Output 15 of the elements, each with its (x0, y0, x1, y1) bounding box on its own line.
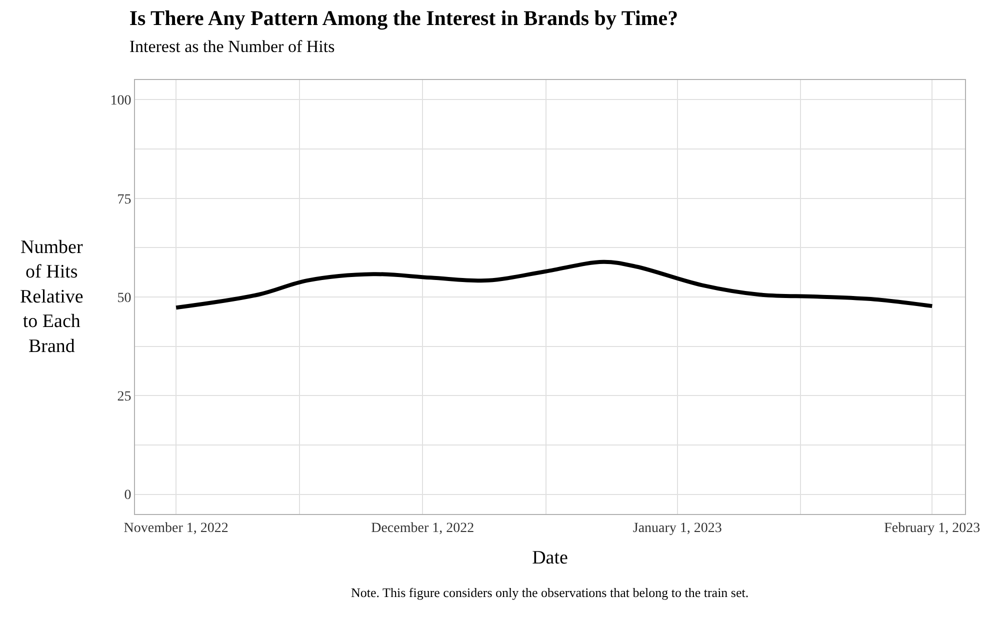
y-tick-label: 75 (117, 192, 132, 208)
y-tick-label: 50 (117, 290, 132, 306)
y-tick-label: 0 (124, 488, 132, 504)
x-tick-label: December 1, 2022 (371, 520, 474, 536)
y-tick-label: 100 (110, 94, 132, 109)
text: Note. This figure considers only the observations that belong to the train set. (351, 585, 749, 600)
chart-title: Is There Any Pattern Among the Interest in Brands by Time? (129, 6, 678, 30)
line-series (174, 260, 934, 310)
y-axis-title: Number of Hits Relative to Each Brand (20, 237, 84, 357)
x-axis-title: Date (532, 548, 568, 569)
chart-subtitle: Interest as the Number of Hits (129, 37, 335, 56)
x-tick-label: February 1, 2023 (884, 520, 980, 536)
y-tick-label: 25 (117, 390, 132, 405)
x-tick-label: January 1, 2023 (632, 520, 722, 536)
x-tick-label: November 1, 2022 (124, 520, 228, 536)
